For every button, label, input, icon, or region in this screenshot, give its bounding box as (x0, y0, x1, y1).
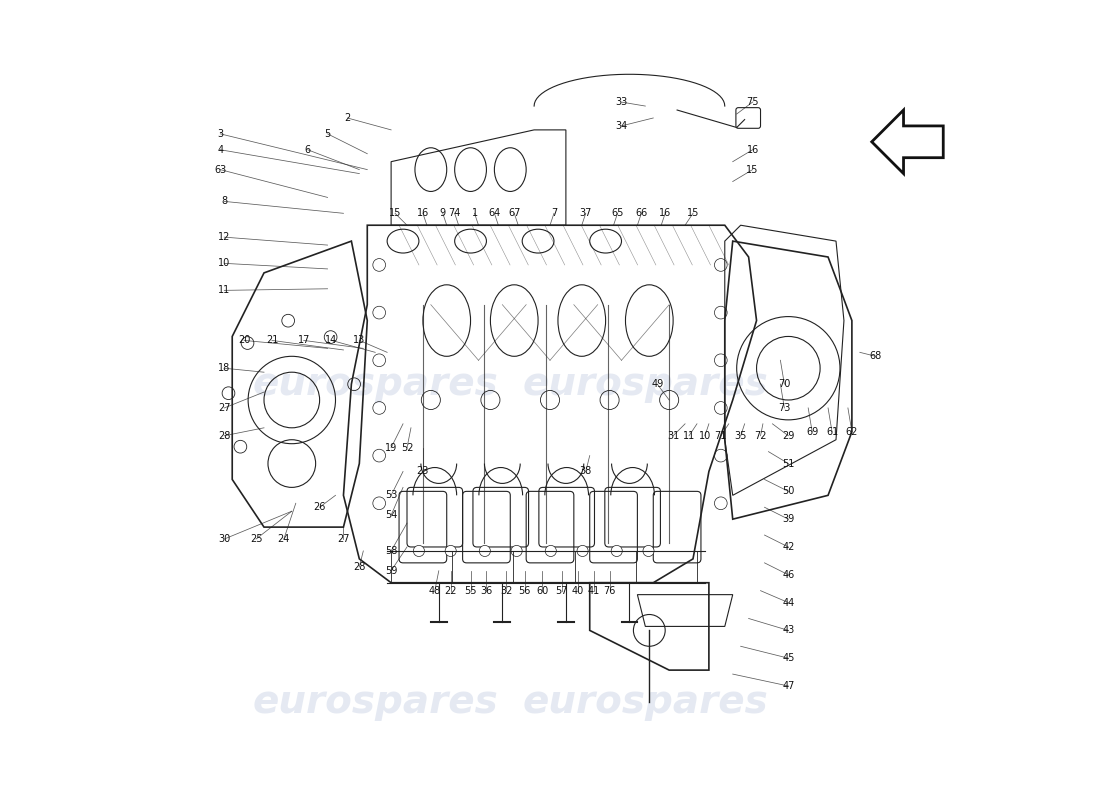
Circle shape (612, 546, 623, 557)
Text: 21: 21 (266, 335, 278, 346)
Text: 5: 5 (324, 129, 331, 139)
Text: 4: 4 (217, 145, 223, 154)
Text: 74: 74 (449, 208, 461, 218)
Text: 76: 76 (604, 586, 616, 596)
Circle shape (512, 546, 522, 557)
Text: 30: 30 (218, 534, 230, 544)
Circle shape (546, 546, 557, 557)
Text: 75: 75 (746, 97, 759, 107)
Text: 34: 34 (615, 121, 628, 131)
Text: 16: 16 (659, 208, 671, 218)
Text: 70: 70 (778, 379, 791, 389)
Text: 24: 24 (277, 534, 290, 544)
Text: 67: 67 (508, 208, 520, 218)
Text: 9: 9 (440, 208, 446, 218)
Text: 10: 10 (698, 430, 711, 441)
Text: 17: 17 (297, 335, 310, 346)
Text: 39: 39 (782, 514, 794, 524)
Text: 20: 20 (238, 335, 251, 346)
Text: 15: 15 (747, 165, 759, 174)
Text: 23: 23 (417, 466, 429, 477)
Text: 28: 28 (218, 430, 231, 441)
Text: 51: 51 (782, 458, 794, 469)
Text: 14: 14 (326, 335, 338, 346)
Text: 35: 35 (735, 430, 747, 441)
Text: 12: 12 (218, 232, 231, 242)
Text: 59: 59 (385, 566, 397, 576)
Text: 37: 37 (580, 208, 592, 218)
Text: 57: 57 (556, 586, 569, 596)
Text: 15: 15 (686, 208, 700, 218)
Text: 16: 16 (747, 145, 759, 154)
Text: 40: 40 (572, 586, 584, 596)
Text: 43: 43 (782, 626, 794, 635)
Text: 25: 25 (250, 534, 262, 544)
Text: 28: 28 (353, 562, 365, 572)
Text: 33: 33 (615, 97, 628, 107)
Text: 10: 10 (218, 258, 230, 268)
Text: 72: 72 (755, 430, 767, 441)
Text: eurospares: eurospares (252, 683, 498, 721)
Text: 15: 15 (389, 208, 402, 218)
Text: 47: 47 (782, 681, 794, 691)
Text: eurospares: eurospares (522, 683, 768, 721)
Text: 42: 42 (782, 542, 794, 552)
Text: 7: 7 (551, 208, 557, 218)
Text: 53: 53 (385, 490, 397, 500)
Text: 6: 6 (305, 145, 311, 154)
Text: 11: 11 (218, 286, 230, 295)
Text: eurospares: eurospares (252, 365, 498, 403)
Text: 73: 73 (778, 403, 791, 413)
Text: 60: 60 (536, 586, 548, 596)
Text: 1: 1 (472, 208, 477, 218)
Text: 66: 66 (635, 208, 648, 218)
Text: 49: 49 (651, 379, 663, 389)
Text: 29: 29 (782, 430, 794, 441)
Text: 38: 38 (580, 466, 592, 477)
Text: 13: 13 (353, 335, 365, 346)
Text: 3: 3 (217, 129, 223, 139)
Text: 31: 31 (667, 430, 680, 441)
Text: 2: 2 (344, 113, 351, 123)
Text: 22: 22 (444, 586, 456, 596)
Text: eurospares: eurospares (522, 365, 768, 403)
Text: 27: 27 (338, 534, 350, 544)
Text: 27: 27 (218, 403, 231, 413)
Text: 50: 50 (782, 486, 794, 496)
Text: 63: 63 (214, 165, 227, 174)
Text: 41: 41 (587, 586, 600, 596)
Circle shape (414, 546, 425, 557)
Text: 44: 44 (782, 598, 794, 607)
Circle shape (446, 546, 456, 557)
Circle shape (578, 546, 588, 557)
Text: 68: 68 (870, 351, 882, 362)
Circle shape (480, 546, 491, 557)
Text: 62: 62 (846, 426, 858, 437)
Text: 11: 11 (683, 430, 695, 441)
Text: 56: 56 (518, 586, 531, 596)
Text: 48: 48 (429, 586, 441, 596)
Text: 61: 61 (826, 426, 838, 437)
Text: 32: 32 (500, 586, 513, 596)
Text: 18: 18 (218, 363, 230, 374)
Text: 71: 71 (715, 430, 727, 441)
Text: 19: 19 (385, 442, 397, 453)
Text: 16: 16 (417, 208, 429, 218)
Text: 69: 69 (806, 426, 818, 437)
Text: 54: 54 (385, 510, 397, 520)
Text: 26: 26 (314, 502, 326, 512)
Text: 36: 36 (481, 586, 493, 596)
Circle shape (642, 546, 654, 557)
Text: 52: 52 (400, 442, 414, 453)
Text: 55: 55 (464, 586, 476, 596)
Text: 58: 58 (385, 546, 397, 556)
Text: 8: 8 (221, 196, 228, 206)
Text: 65: 65 (612, 208, 624, 218)
Text: 46: 46 (782, 570, 794, 580)
Text: 45: 45 (782, 653, 794, 663)
Text: 64: 64 (488, 208, 501, 218)
